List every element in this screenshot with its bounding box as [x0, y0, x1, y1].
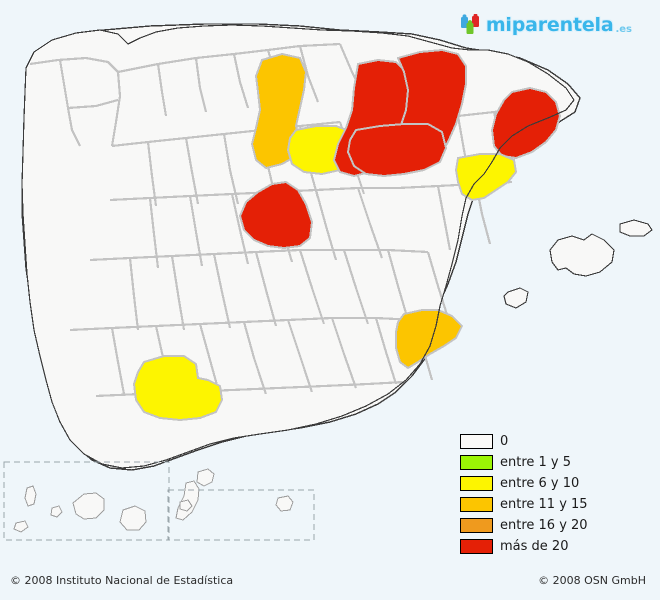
province-girona[interactable]	[490, 86, 562, 160]
legend-item-4[interactable]: entre 16 y 20	[460, 515, 588, 536]
island-la-palma	[24, 485, 37, 507]
island-gran-canaria	[119, 505, 147, 531]
legend-item-1[interactable]: entre 1 y 5	[460, 452, 588, 473]
brand-logo[interactable]: miparentela .es	[460, 14, 634, 36]
inset-canarias-frame	[3, 461, 170, 541]
legend-swatch-2	[460, 476, 493, 491]
copyright-osn: © 2008 OSN GmbH	[538, 574, 646, 587]
province-alicante[interactable]	[395, 309, 464, 370]
province-sevilla[interactable]	[132, 355, 224, 422]
legend-item-0[interactable]: 0	[460, 431, 588, 452]
island-menorca	[619, 219, 653, 237]
island-la-gomera	[50, 505, 63, 518]
island-lanzarote	[196, 468, 215, 487]
legend-swatch-4	[460, 518, 493, 533]
legend-label-5: más de 20	[500, 539, 569, 554]
legend-swatch-3	[460, 497, 493, 512]
legend-item-2[interactable]: entre 6 y 10	[460, 473, 588, 494]
legend-item-5[interactable]: más de 20	[460, 536, 588, 557]
logo-suffix: .es	[615, 23, 632, 35]
family-people-icon	[460, 14, 479, 34]
highlighted-provinces-group	[132, 48, 562, 422]
city-melilla	[275, 495, 294, 512]
province-huesca[interactable]	[346, 123, 448, 178]
inset-ceuta-melilla	[167, 489, 315, 541]
legend-label-3: entre 11 y 15	[500, 497, 588, 512]
coastline-overlay	[25, 29, 575, 469]
inset-ceuta-melilla-frame	[167, 489, 315, 541]
legend-label-1: entre 1 y 5	[500, 455, 572, 470]
province-avila[interactable]	[238, 180, 314, 250]
legend-item-3[interactable]: entre 11 y 15	[460, 494, 588, 515]
legend-label-0: 0	[500, 434, 509, 449]
legend-swatch-5	[460, 539, 493, 554]
island-tenerife	[72, 492, 105, 520]
island-el-hierro	[13, 520, 29, 533]
island-ibiza	[503, 287, 529, 309]
legend-label-2: entre 6 y 10	[500, 476, 580, 491]
island-mallorca	[549, 233, 615, 277]
legend-swatch-1	[460, 455, 493, 470]
city-ceuta	[179, 499, 193, 512]
copyright-ine: © 2008 Instituto Nacional de Estadística	[10, 574, 234, 587]
logo-wordmark: miparentela	[485, 14, 614, 36]
legend-swatch-0	[460, 434, 493, 449]
map-legend: 0 entre 1 y 5 entre 6 y 10 entre 11 y 15…	[460, 431, 588, 557]
legend-label-4: entre 16 y 20	[500, 518, 588, 533]
